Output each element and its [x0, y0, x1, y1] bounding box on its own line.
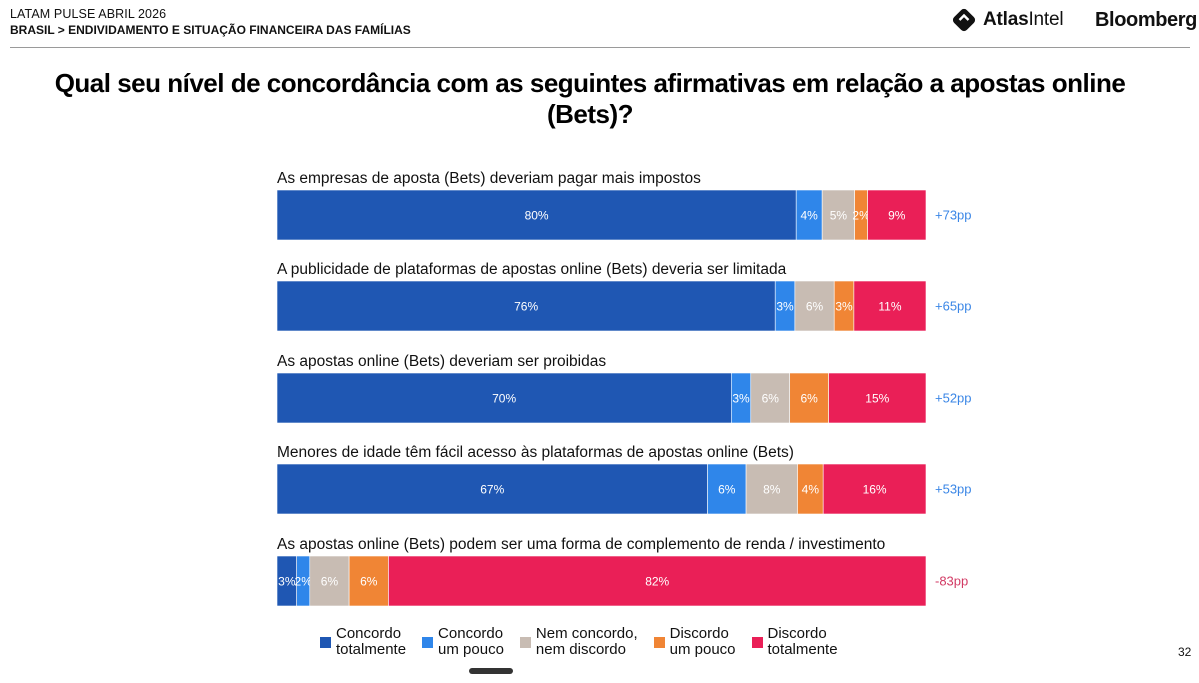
bar-segment — [794, 280, 835, 332]
data-label: 8% — [763, 483, 781, 497]
data-label: 6% — [321, 575, 339, 589]
breadcrumb: BRASIL > ENDIVIDAMENTO E SITUAÇÃO FINANC… — [10, 23, 411, 37]
bar-segment — [745, 463, 798, 515]
header-divider — [10, 47, 1190, 48]
legend-swatch — [653, 637, 665, 648]
bar-segment — [309, 555, 350, 607]
report-kicker: LATAM PULSE ABRIL 2026 — [10, 7, 167, 21]
legend-item: Discordo totalmente — [751, 625, 838, 658]
net-label: +52pp — [935, 391, 972, 406]
data-label: 82% — [645, 575, 669, 589]
category-label: Menores de idade têm fácil acesso às pla… — [277, 444, 794, 461]
data-label: 6% — [360, 575, 378, 589]
bar-segment — [828, 372, 927, 424]
bar-segment — [276, 463, 708, 515]
data-label: 6% — [718, 483, 736, 497]
data-label: 11% — [878, 300, 901, 314]
bar-row: As apostas online (Bets) podem ser uma f… — [276, 536, 968, 607]
bar-segment — [822, 463, 927, 515]
data-label: 3% — [835, 300, 853, 314]
bar-segment — [797, 463, 824, 515]
category-label: A publicidade de plataformas de apostas … — [277, 261, 787, 278]
legend-item: Discordo um pouco — [653, 625, 736, 658]
bar-segment — [821, 189, 855, 241]
net-label: +73pp — [935, 208, 972, 223]
atlasintel-logo-bold: Atlas — [983, 9, 1029, 30]
data-label: 2% — [295, 575, 313, 589]
data-label: 3% — [732, 392, 750, 406]
atlasintel-logo-regular: Intel — [1028, 9, 1064, 30]
legend-label: Nem concordo, nem discordo — [535, 625, 638, 658]
bar-row: A publicidade de plataformas de apostas … — [276, 261, 972, 332]
atlasintel-logo-icon — [952, 8, 976, 32]
legend-swatch — [751, 637, 763, 648]
legend-item: Concordo um pouco — [422, 626, 504, 658]
bloomberg-logo: Bloomberg — [1095, 9, 1197, 31]
bar-row: Menores de idade têm fácil acesso às pla… — [276, 444, 972, 515]
bar-segment — [276, 189, 797, 241]
data-label: 4% — [802, 483, 820, 497]
atlasintel-logo-text: AtlasIntel — [983, 9, 1064, 31]
data-label: 4% — [801, 209, 819, 223]
bar-row: As apostas online (Bets) deveriam ser pr… — [276, 353, 972, 424]
category-label: As apostas online (Bets) deveriam ser pr… — [277, 353, 606, 370]
data-label: 6% — [801, 392, 819, 406]
scroll-indicator[interactable] — [469, 668, 513, 674]
bar-segment — [276, 372, 732, 424]
legend-swatch — [519, 637, 531, 648]
legend-item: Nem concordo, nem discordo — [519, 625, 638, 658]
legend-swatch — [320, 637, 331, 648]
page-number: 32 — [1178, 645, 1192, 659]
chart-title: Qual seu nível de concordância com as se… — [54, 68, 1126, 129]
data-label: 6% — [762, 392, 780, 406]
legend-swatch — [422, 637, 434, 648]
legend-item: Concordo totalmente — [320, 626, 406, 658]
bar-segment — [707, 463, 747, 515]
legend-label: Concordo totalmente — [336, 625, 407, 658]
bar-segment — [388, 555, 927, 607]
legend-label: Discordo um pouco — [669, 625, 736, 658]
atlasintel-logo: AtlasIntel — [951, 7, 1064, 33]
net-label: +65pp — [935, 299, 972, 314]
data-label: 3% — [278, 575, 296, 589]
category-label: As empresas de aposta (Bets) deveriam pa… — [277, 170, 701, 187]
bar-segment — [795, 189, 823, 241]
bar-row: As empresas de aposta (Bets) deveriam pa… — [276, 170, 972, 241]
bar-segment — [853, 280, 927, 332]
chart-legend: Concordo totalmente Concordo um pouco Nem … — [320, 626, 854, 658]
data-label: 6% — [806, 300, 824, 314]
bar-segment — [789, 372, 829, 424]
data-label: 3% — [776, 300, 794, 314]
data-label: 2% — [852, 209, 870, 223]
data-label: 15% — [865, 392, 889, 406]
category-label: As apostas online (Bets) podem ser uma f… — [277, 536, 885, 553]
data-label: 5% — [830, 209, 848, 223]
legend-label: Concordo um pouco — [438, 625, 504, 658]
net-label: -83pp — [935, 574, 968, 589]
bar-segment — [276, 280, 776, 332]
legend-label: Discordo totalmente — [767, 625, 838, 658]
bar-segment — [750, 372, 791, 424]
data-label: 70% — [492, 392, 516, 406]
data-label: 76% — [514, 300, 538, 314]
bar-segment — [348, 555, 389, 607]
data-label: 9% — [888, 209, 906, 223]
data-label: 67% — [480, 483, 504, 497]
data-label: 80% — [525, 209, 549, 223]
bar-segment — [867, 189, 927, 241]
net-label: +53pp — [935, 482, 972, 497]
data-label: 16% — [863, 483, 887, 497]
report-header: LATAM PULSE ABRIL 2026 BRASIL > ENDIVIDA… — [10, 6, 411, 38]
